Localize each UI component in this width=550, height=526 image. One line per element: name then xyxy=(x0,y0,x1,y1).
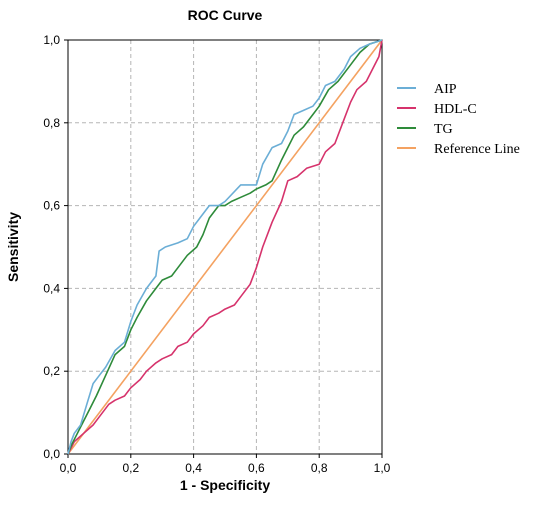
y-tick-label: 0,0 xyxy=(43,447,60,461)
legend: AIP HDL-C TG Reference Line xyxy=(397,82,520,157)
x-tick-label: 0,0 xyxy=(60,461,77,475)
y-tick-label: 0,8 xyxy=(43,116,60,130)
x-tick-label: 0,2 xyxy=(122,461,139,475)
series-line-tg xyxy=(67,39,383,455)
plot-frame xyxy=(67,39,383,455)
x-axis-ticks: 0,0 0,2 0,4 0,6 0,8 1,0 xyxy=(60,454,391,475)
series-lines xyxy=(67,39,383,455)
grid xyxy=(68,40,382,454)
y-axis-label: Sensitivity xyxy=(5,212,21,282)
y-axis-ticks: 0,0 0,2 0,4 0,6 0,8 1,0 xyxy=(43,33,68,461)
y-tick-label: 0,2 xyxy=(43,364,60,378)
legend-label-hdl-c: HDL-C xyxy=(434,102,477,117)
y-tick-label: 0,4 xyxy=(43,281,60,295)
legend-label-reference-line: Reference Line xyxy=(434,142,520,157)
series-line-hdl-c xyxy=(67,39,383,455)
x-tick-label: 0,8 xyxy=(311,461,328,475)
series-line-aip xyxy=(67,39,383,455)
y-tick-label: 1,0 xyxy=(43,33,60,47)
chart-title: ROC Curve xyxy=(188,7,263,23)
x-axis-label: 1 - Specificity xyxy=(180,477,270,493)
y-tick-label: 0,6 xyxy=(43,199,60,213)
series-line-reference-line xyxy=(67,39,383,455)
x-tick-label: 1,0 xyxy=(374,461,391,475)
x-tick-label: 0,4 xyxy=(185,461,202,475)
legend-label-aip: AIP xyxy=(434,82,457,97)
legend-label-tg: TG xyxy=(434,122,453,137)
x-tick-label: 0,6 xyxy=(248,461,265,475)
